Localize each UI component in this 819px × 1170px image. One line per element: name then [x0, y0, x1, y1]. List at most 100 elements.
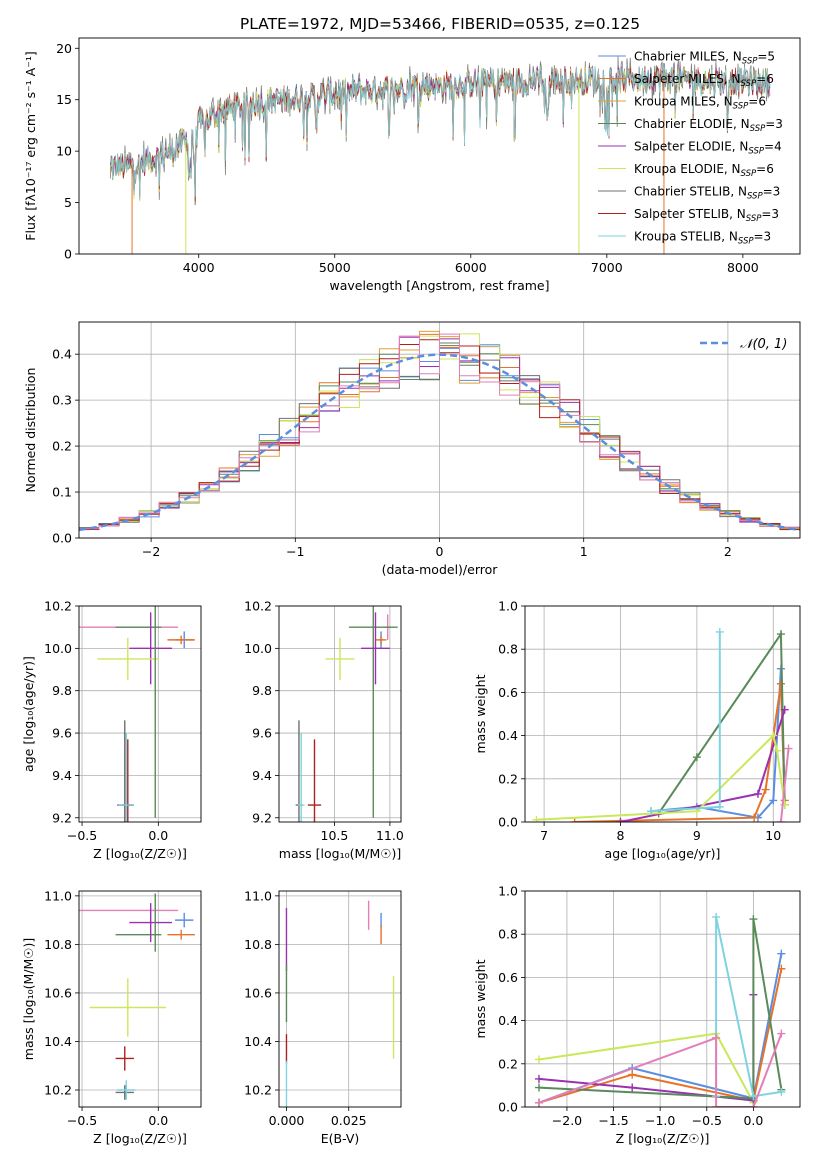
error-bar-point	[325, 637, 355, 681]
legend-entry: Salpeter STELIB, NSSP=3	[634, 207, 779, 224]
legend-entry: Kroupa ELODIE, NSSP=6	[634, 162, 774, 179]
x-tick-label: 11.0	[376, 828, 404, 843]
legend-entry: Kroupa STELIB, NSSP=3	[634, 230, 771, 247]
weight-line-salpeter-miles	[574, 683, 786, 822]
weight-line-salpeter-elodie	[538, 994, 755, 1102]
error-bar-point	[97, 637, 159, 681]
weight-marker	[769, 796, 778, 805]
y-tick-label: 20	[56, 41, 72, 56]
x-tick-label: 7000	[591, 260, 623, 275]
x-tick-label: 9	[693, 828, 701, 843]
error-bar-point	[115, 1046, 134, 1071]
y-tick-label: 11.0	[244, 888, 272, 903]
legend-entry: Chabrier STELIB, NSSP=3	[634, 185, 780, 202]
legend-entry: Kroupa MILES, NSSP=6	[634, 95, 766, 112]
y-tick-label: 10.8	[44, 937, 72, 952]
weight-line-pink	[538, 1033, 783, 1107]
weight-line-salpeter-miles	[538, 968, 783, 1104]
legend-entry: 𝒩(0, 1)	[740, 337, 787, 352]
y-tick-label: 0.6	[498, 685, 518, 700]
weight-marker	[692, 753, 701, 762]
weight-line-kroupa-stelib	[650, 631, 721, 813]
panel-spectrum: 4000 5000 6000 7000 8000 0 5 10 15 20 wavelength […	[23, 37, 801, 293]
y-axis-label: mass [log₁₀(M/M☉)]	[21, 938, 36, 1060]
y-axis-label: mass weight	[473, 959, 488, 1038]
error-bar-point	[348, 606, 398, 818]
y-tick-label: 0.4	[52, 347, 72, 362]
weight-marker	[750, 813, 759, 822]
y-tick-label: 10.2	[44, 1083, 72, 1098]
x-axis-label: E(B-V)	[321, 1131, 360, 1146]
y-tick-label: 10.6	[244, 985, 272, 1000]
weight-marker	[532, 815, 541, 822]
y-tick-label: 0.4	[498, 728, 518, 743]
y-tick-label: 9.8	[52, 683, 72, 698]
x-tick-label: 7	[540, 828, 548, 843]
weight-marker	[753, 789, 762, 798]
panel-age-vs-mass: 10.5 11.0 9.2 9.4 9.6 9.8 10.0 10.2 mass [log₁₀(…	[244, 599, 404, 862]
figure-title: PLATE=1972, MJD=53466, FIBERID=0535, z=0…	[240, 15, 640, 33]
x-tick-label: −0.5	[67, 828, 97, 843]
x-axis-label: Z [log₁₀(Z/Z☉)]	[616, 1131, 710, 1146]
legend-entry: Chabrier ELODIE, NSSP=3	[634, 117, 783, 134]
y-tick-label: 0.2	[498, 771, 518, 786]
y-tick-label: 9.6	[252, 726, 272, 741]
weight-marker	[534, 1083, 543, 1092]
y-axis-label: Flux [fλ10⁻¹⁷ erg cm⁻² s⁻¹ A⁻¹]	[23, 51, 38, 240]
x-tick-label: 8	[617, 828, 625, 843]
y-tick-label: 0.0	[498, 1100, 518, 1115]
weight-marker	[777, 1087, 786, 1096]
weight-line-kroupa-elodie	[536, 733, 786, 821]
y-tick-label: 0	[64, 247, 72, 262]
plot-area	[295, 606, 398, 822]
x-tick-label: 0.025	[331, 1113, 367, 1128]
weight-line-pink	[779, 748, 790, 822]
y-tick-label: 0.0	[52, 531, 72, 546]
weight-marker	[715, 802, 724, 811]
x-tick-label: −1	[286, 544, 304, 559]
y-tick-label: 11.0	[44, 888, 72, 903]
y-tick-label: 0.4	[498, 1013, 518, 1028]
y-axis-label: mass weight	[473, 674, 488, 753]
axes-frame	[524, 890, 801, 1108]
x-tick-label: −2.0	[552, 1113, 582, 1128]
error-bar-point	[361, 612, 390, 685]
error-bar-point	[297, 733, 305, 822]
y-tick-label: 0.3	[52, 393, 72, 408]
y-tick-label: 10.8	[244, 937, 272, 952]
plot-area	[79, 893, 195, 1100]
y-axis-label: age [log₁₀(age/yr)]	[21, 656, 36, 772]
x-tick-label: 1	[580, 544, 588, 559]
y-tick-label: 0.8	[498, 927, 518, 942]
y-tick-label: 10.2	[244, 1083, 272, 1098]
x-tick-label: 0.0	[148, 1113, 168, 1128]
error-bar-point	[129, 612, 173, 685]
legend-entry: Chabrier MILES, NSSP=5	[634, 50, 775, 67]
y-tick-label: 15	[56, 92, 72, 107]
axes-frame	[278, 890, 402, 1108]
x-tick-label: −0.5	[692, 1113, 722, 1128]
axes-frame	[78, 605, 202, 823]
x-tick-label: 5000	[319, 260, 351, 275]
y-axis-label: Normed distribution	[23, 368, 38, 493]
weight-marker	[712, 912, 721, 921]
y-tick-label: 9.4	[52, 768, 72, 783]
y-tick-label: 1.0	[498, 599, 518, 614]
weight-line-kroupa-stelib	[715, 916, 782, 1098]
x-tick-label: −1.5	[598, 1113, 628, 1128]
panel-weight-vs-z: −2.0 −1.5 −1.0 −0.5 0.0 0.0 0.2 0.4 0.6 0.8 1.0 Z […	[473, 884, 801, 1146]
x-tick-label: −2	[142, 544, 160, 559]
y-tick-label: 9.8	[252, 683, 272, 698]
x-axis-label: age [log₁₀(age/yr)]	[605, 846, 721, 861]
error-bar-point	[115, 1085, 134, 1100]
axes-frame	[78, 37, 801, 255]
y-tick-label: 9.4	[252, 768, 272, 783]
error-bar-point	[307, 739, 322, 822]
weight-marker	[777, 964, 786, 973]
x-tick-label: 10	[765, 828, 781, 843]
y-tick-label: 5	[64, 195, 72, 210]
x-tick-label: 0	[436, 544, 444, 559]
weight-line-chabrier-elodie	[657, 630, 786, 814]
y-tick-label: 9.6	[52, 726, 72, 741]
weight-marker	[749, 1103, 758, 1107]
